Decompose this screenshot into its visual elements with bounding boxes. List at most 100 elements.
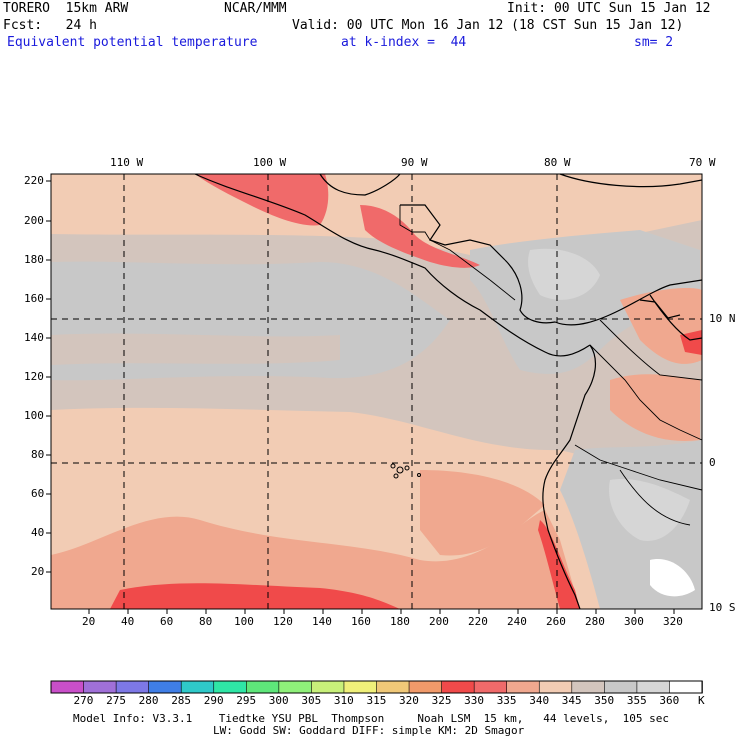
x-tick-240: 240 [507,615,527,628]
field-salmon-peru [420,470,545,556]
galapagos-islands [390,463,421,479]
lon-label-70w: 70 W [689,156,716,169]
field-grey-caribbean [470,230,700,374]
x-tick-20: 20 [82,615,96,628]
x-tick-200: 200 [429,615,449,628]
colorbar-label: 280 [138,694,159,707]
border-venezuela [599,319,703,381]
tick-marks [46,180,675,614]
field-red-south-strip [110,583,400,609]
lat-label-10n: 10 N [709,312,736,325]
colorbar-label: 355 [626,694,647,707]
field-red-andes [538,520,580,609]
field-light-amazon [609,479,690,541]
yucatan-coast [400,204,506,261]
plot-frame [50,173,703,610]
colorbar-label: 290 [203,694,224,707]
venezuela-coast [649,294,703,341]
colorbar-label: 275 [106,694,126,707]
valid-time: Valid: 00 UTC Mon 16 Jan 12 (18 CST Sun … [292,18,684,33]
y-tick-160: 160 [24,292,44,305]
colorbar-label: 300 [268,694,289,707]
coastlines [194,173,703,610]
colorbar-label: 270 [73,694,94,707]
y-tick-20: 20 [31,565,45,578]
init-time: Init: 00 UTC Sun 15 Jan 12 [507,1,711,16]
x-tick-220: 220 [468,615,488,628]
colorbar-label: 345 [561,694,582,707]
lat-label-0: 0 [709,456,716,469]
x-tick-100: 100 [234,615,254,628]
x-tick-300: 300 [624,615,644,628]
model-title: TORERO 15km ARW [3,1,129,16]
border-colombia-south [589,344,703,441]
field-white-patch [650,559,695,597]
y-tick-100: 100 [24,409,44,422]
y-tick-120: 120 [24,370,44,383]
k-index-label: at k-index = 44 [341,35,467,50]
y-tick-200: 200 [24,214,44,227]
field-light-caribbean [528,248,600,300]
border-peru-brazil [619,469,691,526]
lon-label-80w: 80 W [544,156,571,169]
x-tick-40: 40 [121,615,135,628]
x-tick-260: 260 [546,615,566,628]
pacific-coast-central-america [194,173,591,357]
x-tick-140: 140 [312,615,332,628]
colorbar-label: 360 [659,694,680,707]
field-taupe-streak [51,333,340,365]
field-name: Equivalent potential temperature [7,35,258,50]
y-tick-80: 80 [31,448,45,461]
field-tan-nw [51,174,195,190]
y-tick-60: 60 [31,487,45,500]
lon-label-90w: 90 W [401,156,428,169]
border-nicaragua [489,279,516,301]
field-red-guatemala [360,205,480,268]
model-info-line2: LW: Godd SW: Goddard DIFF: simple KM: 2D… [213,724,525,737]
graticule [51,174,702,609]
forecast-hour: Fcst: 24 h [3,18,97,33]
y-tick-40: 40 [31,526,45,539]
model-info-line1: Model Info: V3.3.1 Tiedtke YSU PBL Thomp… [73,712,670,725]
lat-label-10s: 10 S [709,601,736,614]
south-america-pacific-coast [542,344,597,610]
colorbar-label: 285 [171,694,192,707]
smoothing-label: sm= 2 [634,35,674,50]
colorbar-label: 340 [529,694,550,707]
y-tick-180: 180 [24,253,44,266]
colorbar-label: 320 [399,694,419,707]
cuba-coast [559,173,703,188]
colorbar-unit: K [698,694,705,707]
y-tick-140: 140 [24,331,44,344]
caribbean-coast [504,259,703,326]
gulf-coast-mexico [319,173,401,196]
country-borders [399,205,703,526]
lake-maracaibo [639,299,681,319]
colorbar-label: 310 [333,694,354,707]
colorbar-label: 325 [431,694,452,707]
colorbar-label: 305 [301,694,322,707]
x-tick-120: 120 [273,615,293,628]
border-honduras [429,239,491,281]
x-tick-180: 180 [390,615,410,628]
colorbar-label: 350 [594,694,615,707]
colorbar-label: 330 [464,694,484,707]
lon-label-100w: 100 W [253,156,287,169]
border-peru-north [574,444,703,491]
x-tick-80: 80 [199,615,213,628]
lon-label-110w: 110 W [110,156,144,169]
theta-e-field [51,174,702,609]
x-tick-320: 320 [663,615,683,628]
x-tick-160: 160 [351,615,371,628]
y-tick-220: 220 [24,174,44,187]
colorbar-label: 315 [366,694,387,707]
colorbar-label: 295 [236,694,257,707]
x-tick-280: 280 [585,615,605,628]
x-tick-60: 60 [160,615,174,628]
field-salmon-andes-north [610,374,700,441]
institution-label: NCAR/MMM [224,1,287,16]
colorbar-label: 335 [496,694,517,707]
field-salmon-colombia [620,288,702,364]
